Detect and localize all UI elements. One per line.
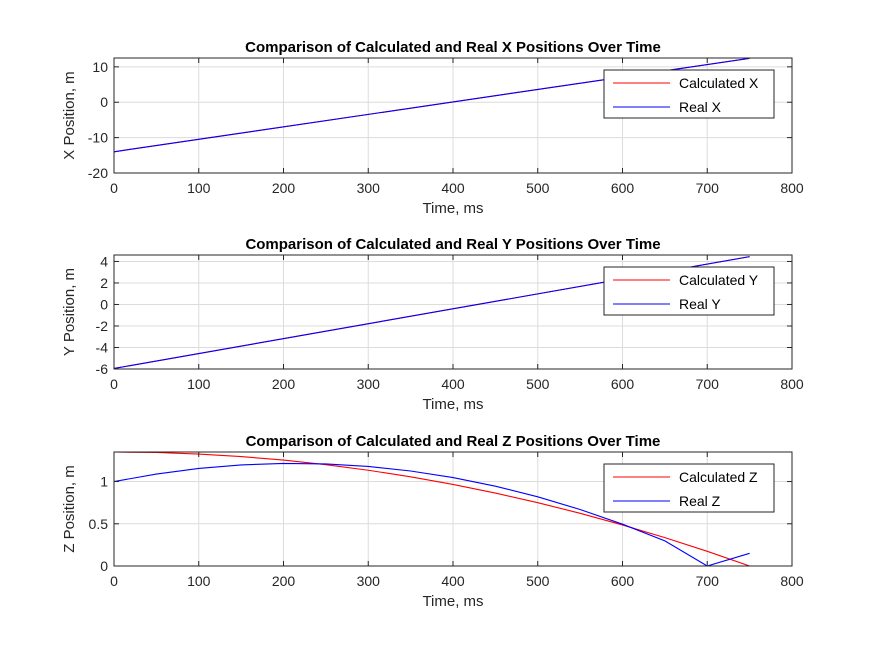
x-axis-label: Time, ms [422,396,483,413]
chart-title: Comparison of Calculated and Real Z Posi… [246,433,661,450]
legend-entry: Real Z [679,493,721,509]
y-tick-label: -10 [88,130,108,146]
x-tick-label: 300 [357,180,381,196]
y-tick-label: 10 [92,59,108,75]
legend-entry: Calculated X [679,75,759,91]
x-tick-label: 200 [272,180,296,196]
y-tick-label: 0.5 [89,516,109,532]
x-tick-label: 800 [780,573,804,589]
x-tick-label: 500 [526,180,550,196]
x-tick-label: 200 [272,573,296,589]
legend-entry: Real X [679,99,722,115]
chart-title: Comparison of Calculated and Real X Posi… [245,39,661,56]
legend: Calculated X Real X [603,69,775,119]
subplot-1: 0 100 200 300 400 500 600 700 800 -20 -10 0 10 Compar… [61,39,804,217]
y-tick-label: -20 [88,165,108,181]
x-tick-label: 500 [526,376,550,392]
x-tick-label: 700 [696,573,720,589]
y-tick-label: -2 [96,318,109,334]
y-tick-label: 0 [100,296,108,312]
x-tick-label: 600 [611,573,635,589]
legend-entry: Real Y [679,296,721,312]
y-tick-label: 4 [100,253,108,269]
chart-title: Comparison of Calculated and Real Y Posi… [245,236,660,253]
legend: Calculated Z Real Z [603,463,775,513]
y-tick-label: 0 [100,558,108,574]
x-tick-label: 500 [526,573,550,589]
x-tick-label: 200 [272,376,296,392]
subplot-2: 0 100 200 300 400 500 600 700 800 -6 -4 -2 0 2 4 Compar… [61,236,804,413]
legend-box [603,69,775,119]
x-tick-label: 800 [780,376,804,392]
x-tick-label: 400 [441,180,465,196]
y-tick-label: -4 [96,339,109,355]
x-tick-label: 0 [110,180,118,196]
series-line-real-z [114,462,750,566]
legend: Calculated Y Real Y [603,266,775,316]
legend-entry: Calculated Y [679,272,759,288]
x-tick-label: 400 [441,573,465,589]
x-tick-label: 400 [441,376,465,392]
y-tick-label: 1 [100,474,108,490]
x-tick-label: 300 [357,573,381,589]
y-axis-label: Z Position, m [61,465,78,553]
y-tick-label: 0 [100,94,108,110]
x-tick-label: 600 [611,376,635,392]
x-tick-label: 800 [780,180,804,196]
y-tick-label: 2 [100,275,108,291]
x-tick-label: 100 [187,573,211,589]
x-tick-label: 600 [611,180,635,196]
x-tick-label: 700 [696,180,720,196]
y-axis-label: Y Position, m [61,268,78,356]
x-tick-label: 0 [110,376,118,392]
x-tick-label: 100 [187,376,211,392]
y-tick-label: -6 [96,361,109,377]
legend-entry: Calculated Z [679,469,758,485]
series-line-calculated-z [114,452,750,566]
x-axis-label: Time, ms [422,200,483,217]
x-tick-label: 100 [187,180,211,196]
x-axis-label: Time, ms [422,593,483,610]
x-tick-label: 300 [357,376,381,392]
x-tick-label: 700 [696,376,720,392]
subplot-3: 0 100 200 300 400 500 600 700 800 0 0.5 1 Comparison… [61,433,804,610]
legend-box [603,266,775,316]
x-tick-label: 0 [110,573,118,589]
legend-box [603,463,775,513]
y-axis-label: X Position, m [61,71,78,159]
